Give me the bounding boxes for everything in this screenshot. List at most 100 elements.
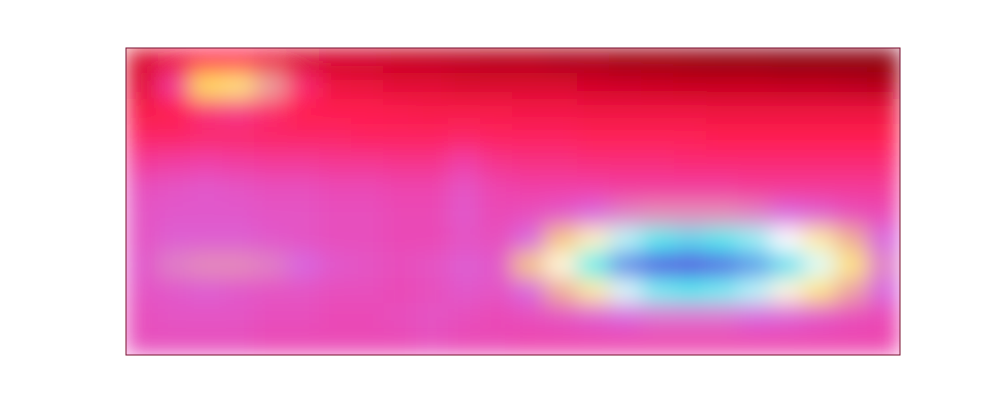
heatmap-cell [867, 73, 900, 100]
heatmap-cell [771, 150, 804, 177]
heatmap-cell [738, 150, 771, 177]
heatmap-cell [158, 201, 191, 228]
heatmap-cell [706, 252, 739, 279]
heatmap-cell [416, 48, 449, 74]
heatmap-cell [351, 99, 384, 126]
heatmap-cell [384, 252, 417, 279]
heatmap-cell [448, 124, 481, 151]
heatmap-cell [126, 227, 159, 254]
heatmap-cell [190, 99, 223, 126]
heatmap-cell [867, 303, 900, 330]
heatmap-cell [384, 278, 417, 305]
heatmap-cell [255, 150, 288, 177]
heatmap-cell [771, 329, 804, 355]
heatmap-cell [545, 227, 578, 254]
heatmap-cell [706, 124, 739, 151]
heatmap-cell [803, 124, 836, 151]
heatmap-cell [609, 150, 642, 177]
heatmap-cell [480, 201, 513, 228]
heatmap-cell [771, 303, 804, 330]
heatmap-cell [738, 99, 771, 126]
heatmap-cell [609, 227, 642, 254]
heatmap-cell [384, 329, 417, 355]
heatmap-cell [835, 227, 868, 254]
heatmap-cell [706, 99, 739, 126]
heatmap-cell [384, 303, 417, 330]
heatmap-cell [513, 227, 546, 254]
heatmap-cell [545, 73, 578, 100]
heatmap-cell [706, 278, 739, 305]
heatmap-cell [867, 150, 900, 177]
heatmap-cell [835, 201, 868, 228]
heatmap-cell [190, 73, 223, 100]
heatmap-cell [706, 48, 739, 74]
heatmap-cell [255, 48, 288, 74]
heatmap-cell [319, 150, 352, 177]
heatmap-cell [319, 227, 352, 254]
heatmap-cell [158, 124, 191, 151]
heatmap-cell [255, 227, 288, 254]
heatmap-cell [738, 303, 771, 330]
heatmap-cell [190, 175, 223, 202]
heatmap-cell [642, 48, 675, 74]
heatmap-cell [126, 150, 159, 177]
heatmap-cell [416, 227, 449, 254]
heatmap-cell [867, 48, 900, 74]
heatmap-cell [222, 201, 255, 228]
heatmap-cell [319, 175, 352, 202]
heatmap-cell [577, 278, 610, 305]
heatmap-cell [255, 329, 288, 355]
heatmap-cell [674, 252, 707, 279]
heatmap-cell [738, 329, 771, 355]
heatmap-cell [351, 175, 384, 202]
heatmap-cell [577, 73, 610, 100]
heatmap-cell [190, 124, 223, 151]
heatmap-cell [351, 48, 384, 74]
heatmap-cell [674, 150, 707, 177]
heatmap-cell [545, 252, 578, 279]
heatmap-cell [706, 175, 739, 202]
heatmap-cell [803, 73, 836, 100]
heatmap-cell [771, 99, 804, 126]
heatmap-cell [577, 175, 610, 202]
heatmap-cell [480, 227, 513, 254]
heatmap-cell [351, 150, 384, 177]
heatmap-cell [255, 175, 288, 202]
heatmap-cell [416, 201, 449, 228]
heatmap-cell [416, 73, 449, 100]
heatmap-cell [706, 73, 739, 100]
plot-area [126, 48, 900, 355]
heatmap-cell [480, 48, 513, 74]
heatmap-cell [835, 303, 868, 330]
heatmap-cell [126, 175, 159, 202]
heatmap-cell [222, 329, 255, 355]
heatmap-cell [448, 329, 481, 355]
heatmap-cell [738, 48, 771, 74]
heatmap-cell [255, 99, 288, 126]
heatmap-cell [319, 201, 352, 228]
heatmap-cell [222, 303, 255, 330]
heatmap-cell [577, 303, 610, 330]
heatmap-cell [513, 303, 546, 330]
heatmap-cell [674, 329, 707, 355]
heatmap-cell [771, 48, 804, 74]
heatmap-cell [287, 73, 320, 100]
heatmap-cell [513, 329, 546, 355]
heatmap-cell [480, 124, 513, 151]
heatmap-cell [642, 124, 675, 151]
heatmap-cells [126, 48, 900, 355]
heatmap-cell [835, 278, 868, 305]
heatmap-cell [222, 150, 255, 177]
heatmap-cell [545, 303, 578, 330]
heatmap-cell [190, 201, 223, 228]
heatmap-cell [158, 329, 191, 355]
heatmap-cell [126, 201, 159, 228]
heatmap-cell [835, 124, 868, 151]
heatmap-cell [384, 124, 417, 151]
heatmap-cell [513, 175, 546, 202]
heatmap-cell [416, 252, 449, 279]
heatmap-cell [609, 48, 642, 74]
heatmap-cell [867, 201, 900, 228]
heatmap-cell [126, 99, 159, 126]
heatmap-cell [190, 329, 223, 355]
